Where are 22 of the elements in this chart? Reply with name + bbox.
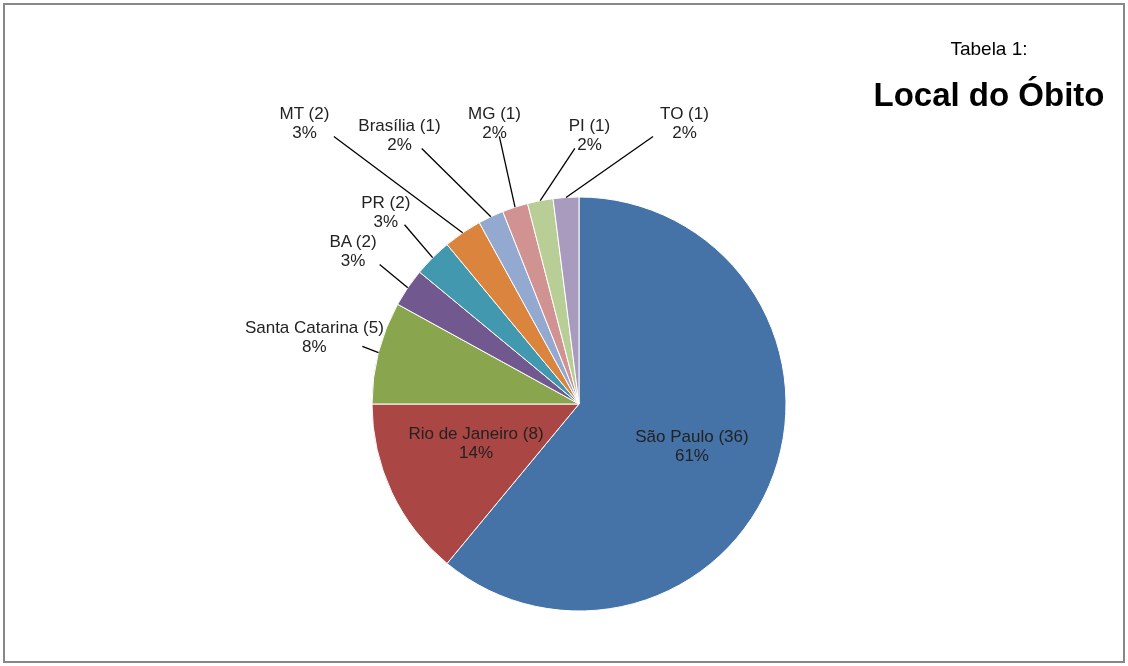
data-label: 3% (373, 211, 399, 231)
data-label: 3% (292, 123, 317, 143)
data-label: 2% (672, 123, 697, 143)
slice-label: TO (1) (660, 104, 709, 124)
slice-label: MG (1) (468, 104, 521, 124)
data-label: 2% (577, 135, 602, 155)
text: Tabela 1: (950, 38, 1028, 59)
slice-label: Rio de Janeiro (8) (408, 424, 544, 444)
slice-label: São Paulo (36) (635, 426, 749, 446)
slice-label: Santa Catarina (5) (244, 318, 384, 338)
data-label: 61% (674, 445, 709, 465)
slice-label: PR (2) (361, 192, 411, 212)
slice-label: Brasília (1) (358, 116, 441, 136)
data-label: 14% (458, 443, 493, 463)
slice-label: BA (2) (329, 232, 377, 252)
slice-label: MT (2) (279, 104, 330, 124)
data-label: 3% (340, 251, 366, 271)
text: Local do Óbito (873, 76, 1105, 113)
slice-label: PI (1) (568, 116, 611, 136)
data-label: 2% (387, 135, 412, 155)
data-label: 2% (482, 123, 507, 143)
data-label: 8% (302, 337, 327, 357)
